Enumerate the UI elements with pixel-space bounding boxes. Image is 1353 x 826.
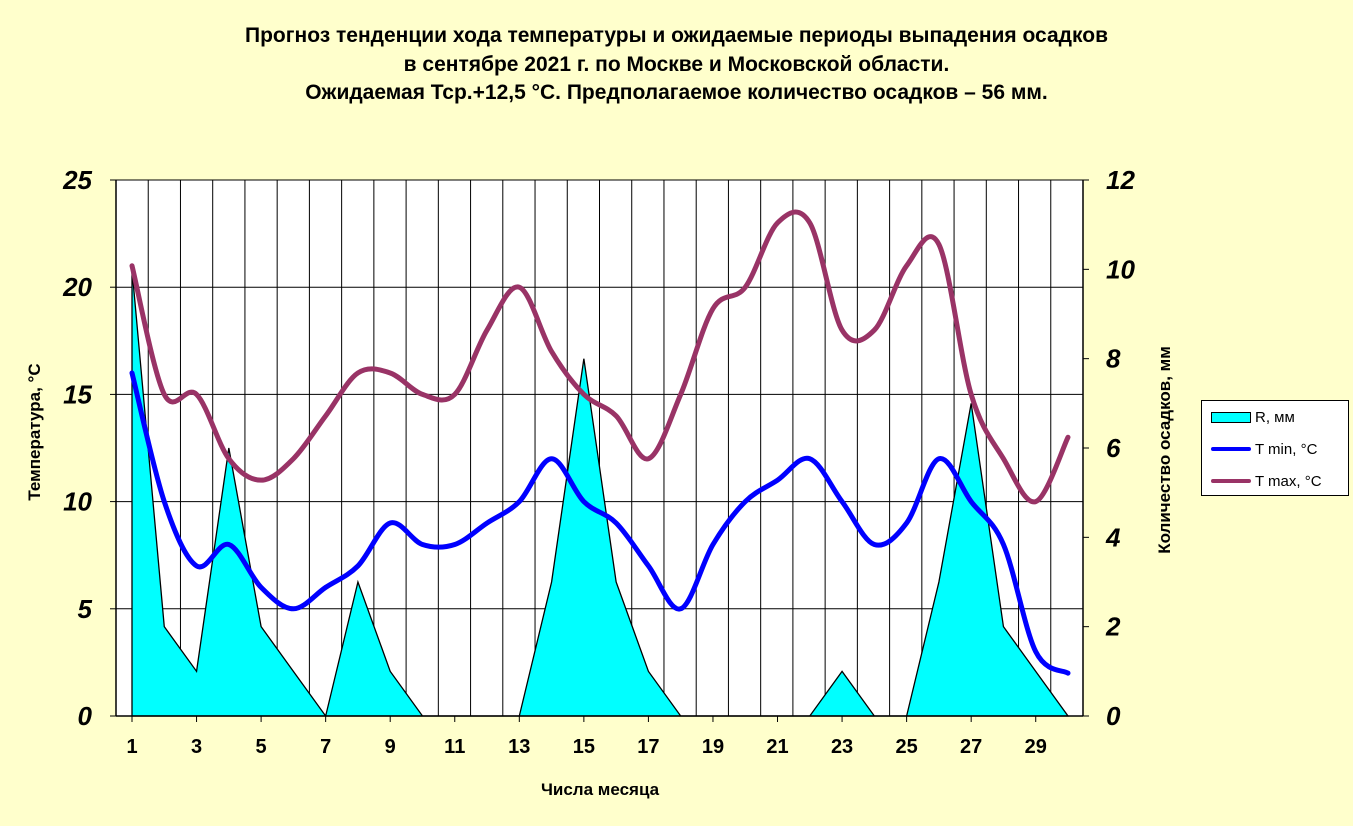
y-axis-title: Температура, °С bbox=[25, 363, 44, 500]
y-tick-label: 25 bbox=[62, 165, 92, 195]
x-tick-label: 21 bbox=[766, 736, 788, 758]
x-axis-title: Числа месяца bbox=[541, 780, 660, 799]
x-tick-label: 19 bbox=[702, 736, 724, 758]
legend-label-tmax: T max, °С bbox=[1255, 472, 1322, 490]
series-line-tmin bbox=[129, 370, 1071, 676]
title-line-2: в сентябре 2021 г. по Москве и Московско… bbox=[403, 52, 950, 76]
x-tick-label: 25 bbox=[895, 736, 917, 758]
y2-tick-label: 2 bbox=[1105, 612, 1121, 642]
y-tick-label: 0 bbox=[78, 701, 93, 731]
y2-tick-label: 6 bbox=[1106, 433, 1121, 463]
y2-axis-title: Количество осадков, мм bbox=[1155, 346, 1174, 554]
y2-tick-label: 12 bbox=[1106, 165, 1135, 195]
y2-tick-label: 4 bbox=[1105, 522, 1121, 552]
y-tick-label: 15 bbox=[63, 379, 92, 409]
y2-tick-label: 8 bbox=[1106, 344, 1121, 374]
x-tick-label: 17 bbox=[637, 736, 659, 758]
legend-label-tmin: T min, °С bbox=[1255, 440, 1318, 458]
x-tick-label: 5 bbox=[256, 736, 267, 758]
x-tick-label: 7 bbox=[320, 736, 331, 758]
legend-swatch-tmax bbox=[1211, 479, 1251, 483]
x-tick-label: 1 bbox=[126, 736, 137, 758]
x-tick-label: 27 bbox=[960, 736, 982, 758]
x-tick-label: 15 bbox=[573, 736, 595, 758]
legend: R, мм T min, °С T max, °С bbox=[1201, 400, 1349, 496]
y-tick-label: 10 bbox=[63, 487, 92, 517]
x-tick-label: 11 bbox=[444, 736, 465, 758]
y2-tick-label: 10 bbox=[1106, 254, 1135, 284]
chart-title: Прогноз тенденции хода температуры и ожи… bbox=[0, 22, 1353, 108]
x-tick-label: 23 bbox=[831, 736, 853, 758]
legend-swatch-precipitation bbox=[1211, 411, 1251, 423]
series-area-precipitation bbox=[131, 269, 1070, 718]
legend-item-tmin: T min, °С bbox=[1211, 439, 1317, 459]
title-line-3: Ожидаемая Тср.+12,5 °С. Предполагаемое к… bbox=[305, 81, 1048, 104]
x-tick-label: 13 bbox=[508, 736, 530, 758]
title-line-1: Прогноз тенденции хода температуры и ожи… bbox=[245, 24, 1108, 47]
y-tick-label: 20 bbox=[62, 272, 92, 302]
x-tick-label: 9 bbox=[385, 736, 396, 758]
legend-item-precipitation: R, мм bbox=[1211, 407, 1295, 427]
legend-label-precipitation: R, мм bbox=[1255, 408, 1295, 426]
y-tick-label: 5 bbox=[78, 594, 93, 624]
legend-swatch-tmin bbox=[1211, 447, 1251, 451]
legend-item-tmax: T max, °С bbox=[1211, 471, 1322, 491]
y2-tick-label: 0 bbox=[1106, 701, 1121, 731]
x-tick-label: 29 bbox=[1025, 736, 1047, 758]
series-line-tmax bbox=[129, 209, 1071, 505]
x-tick-label: 3 bbox=[191, 736, 202, 758]
